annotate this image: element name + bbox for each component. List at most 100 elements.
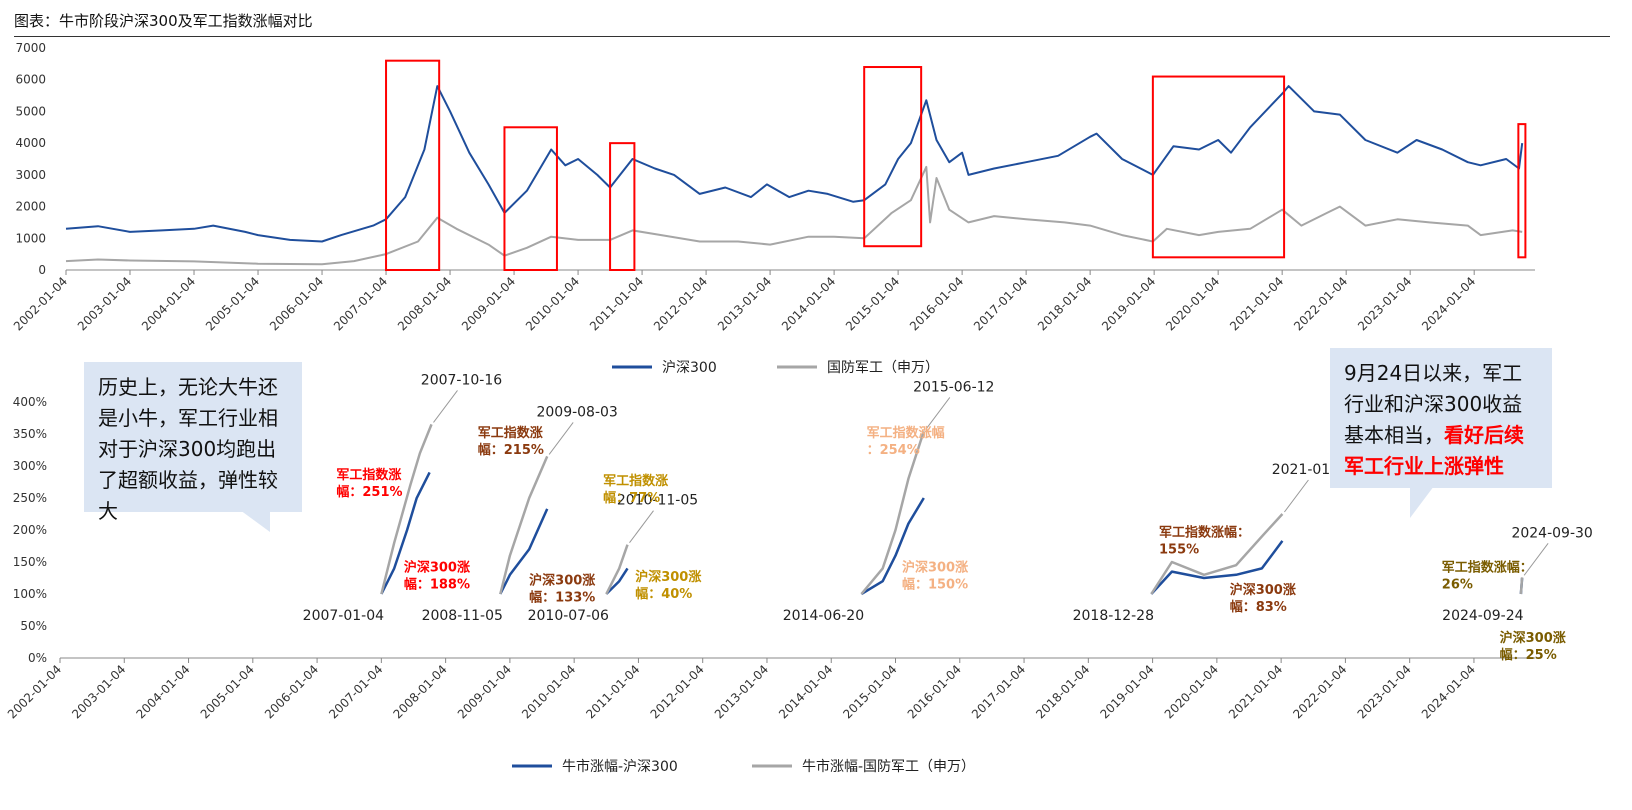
x-tick-label: 2004-01-04 bbox=[133, 662, 192, 721]
x-tick-label: 2020-01-04 bbox=[1162, 662, 1221, 721]
date-leader-line bbox=[1284, 479, 1309, 513]
x-tick-label: 2008-01-04 bbox=[391, 662, 450, 721]
x-tick-label: 2011-01-04 bbox=[583, 662, 642, 721]
callout-left-tail bbox=[240, 510, 270, 532]
y-tick-label: 0 bbox=[38, 263, 46, 277]
return-label: 军工指数涨 bbox=[336, 467, 401, 483]
y-tick-label: 1000 bbox=[15, 231, 46, 245]
x-tick-label: 2023-01-04 bbox=[1355, 274, 1414, 333]
date-leader-line bbox=[1523, 543, 1549, 576]
x-tick-label: 2007-01-04 bbox=[331, 274, 390, 333]
return-label: 幅：77% bbox=[603, 490, 660, 506]
x-tick-label: 2022-01-04 bbox=[1290, 662, 1349, 721]
return-label: 26% bbox=[1442, 578, 1473, 593]
x-tick-label: 2021-01-04 bbox=[1226, 662, 1285, 721]
x-tick-label: 2018-01-04 bbox=[1033, 662, 1092, 721]
date-annotation: 2007-01-04 bbox=[303, 608, 384, 624]
x-tick-label: 2016-01-04 bbox=[907, 274, 966, 333]
legend-label: 国防军工（申万） bbox=[827, 360, 939, 376]
series-line bbox=[65, 85, 1524, 243]
callout-left: 历史上，无论大牛还是小牛，军工行业相对于沪深300均跑出了超额收益，弹性较大 bbox=[84, 362, 302, 523]
y-tick-label: 4000 bbox=[15, 136, 46, 150]
x-tick-label: 2002-01-04 bbox=[11, 274, 70, 333]
series-segment bbox=[860, 497, 925, 596]
return-label: 军工指数涨 bbox=[603, 473, 668, 489]
x-tick-label: 2007-01-04 bbox=[326, 662, 385, 721]
y-tick-label: 150% bbox=[13, 555, 47, 569]
date-annotation: 2010-11-05 bbox=[617, 493, 698, 509]
series-segment bbox=[380, 423, 433, 595]
return-label: 幅：133% bbox=[529, 589, 595, 605]
x-tick-label: 2014-01-04 bbox=[776, 662, 835, 721]
x-tick-label: 2005-01-04 bbox=[203, 274, 262, 333]
return-label: 沪深300涨 bbox=[529, 572, 595, 588]
x-tick-label: 2004-01-04 bbox=[139, 274, 198, 333]
x-tick-label: 2010-01-04 bbox=[519, 662, 578, 721]
highlight-box bbox=[1151, 75, 1286, 259]
y-tick-label: 2000 bbox=[15, 200, 46, 214]
return-label: 沪深300涨 bbox=[1500, 630, 1566, 646]
x-tick-label: 2020-01-04 bbox=[1163, 274, 1222, 333]
return-label: 军工指数涨幅： bbox=[1159, 524, 1250, 540]
x-tick-label: 2012-01-04 bbox=[651, 274, 710, 333]
y-tick-label: 300% bbox=[13, 459, 47, 473]
x-tick-label: 2024-01-04 bbox=[1419, 662, 1478, 721]
series-segment bbox=[860, 431, 925, 595]
series-segment bbox=[1519, 577, 1524, 595]
x-tick-label: 2016-01-04 bbox=[905, 662, 964, 721]
x-tick-label: 2015-01-04 bbox=[840, 662, 899, 721]
series-segment bbox=[499, 455, 549, 595]
date-annotation: 2015-06-12 bbox=[913, 379, 994, 395]
date-leader-line bbox=[925, 397, 951, 430]
x-tick-label: 2008-01-04 bbox=[395, 274, 454, 333]
date-annotation: 2018-12-28 bbox=[1073, 608, 1154, 624]
callout-right-text: 9月24日以来，军工行业和沪深300收益基本相当， bbox=[1344, 361, 1523, 447]
x-tick-label: 2018-01-04 bbox=[1035, 274, 1094, 333]
date-leader-line bbox=[629, 510, 654, 544]
x-tick-label: 2013-01-04 bbox=[715, 274, 774, 333]
date-leader-line bbox=[548, 422, 574, 455]
chart-title: 图表：牛市阶段沪深300及军工指数涨幅对比 bbox=[14, 12, 313, 30]
x-tick-label: 2024-01-04 bbox=[1419, 274, 1478, 333]
return-label: ：254% bbox=[867, 443, 920, 458]
y-tick-label: 3000 bbox=[15, 168, 46, 182]
legend-label: 牛市涨幅-国防军工（申万） bbox=[802, 758, 975, 775]
callout-right: 9月24日以来，军工行业和沪深300收益基本相当，看好后续军工行业上涨弹性 bbox=[1330, 348, 1552, 488]
title-rule bbox=[14, 36, 1610, 37]
series-segment bbox=[605, 544, 629, 595]
y-tick-label: 400% bbox=[13, 395, 47, 409]
x-tick-label: 2021-01-04 bbox=[1227, 274, 1286, 333]
date-annotation: 2010-07-06 bbox=[528, 608, 609, 624]
x-tick-label: 2017-01-04 bbox=[971, 274, 1030, 333]
x-tick-label: 2003-01-04 bbox=[75, 274, 134, 333]
x-tick-label: 2019-01-04 bbox=[1097, 662, 1156, 721]
date-annotation: 2007-10-16 bbox=[421, 372, 502, 388]
x-tick-label: 2005-01-04 bbox=[198, 662, 257, 721]
series-segment bbox=[605, 567, 629, 595]
date-annotation: 2014-06-20 bbox=[783, 608, 864, 624]
return-label: 幅：40% bbox=[635, 586, 692, 602]
series-line bbox=[65, 165, 1523, 266]
x-tick-label: 2012-01-04 bbox=[648, 662, 707, 721]
y-tick-label: 7000 bbox=[15, 41, 46, 55]
highlight-box bbox=[385, 59, 441, 271]
return-label: 幅：188% bbox=[404, 577, 470, 593]
return-label: 沪深300涨 bbox=[1230, 582, 1296, 598]
x-tick-label: 2014-01-04 bbox=[779, 274, 838, 333]
x-tick-label: 2009-01-04 bbox=[455, 662, 514, 721]
y-tick-label: 5000 bbox=[15, 104, 46, 118]
return-label: 沪深300涨 bbox=[404, 560, 470, 576]
y-tick-label: 350% bbox=[13, 427, 47, 441]
x-tick-label: 2017-01-04 bbox=[969, 662, 1028, 721]
y-tick-label: 50% bbox=[20, 619, 47, 633]
return-label: 幅：25% bbox=[1500, 647, 1557, 663]
x-tick-label: 2013-01-04 bbox=[712, 662, 771, 721]
return-label: 军工指数涨幅 bbox=[867, 425, 945, 441]
x-tick-label: 2002-01-04 bbox=[5, 662, 64, 721]
date-annotation: 2008-11-05 bbox=[422, 608, 503, 624]
return-label: 军工指数涨 bbox=[478, 425, 543, 441]
x-tick-label: 2011-01-04 bbox=[587, 274, 646, 333]
x-tick-label: 2006-01-04 bbox=[267, 274, 326, 333]
series-segment bbox=[1150, 513, 1284, 595]
